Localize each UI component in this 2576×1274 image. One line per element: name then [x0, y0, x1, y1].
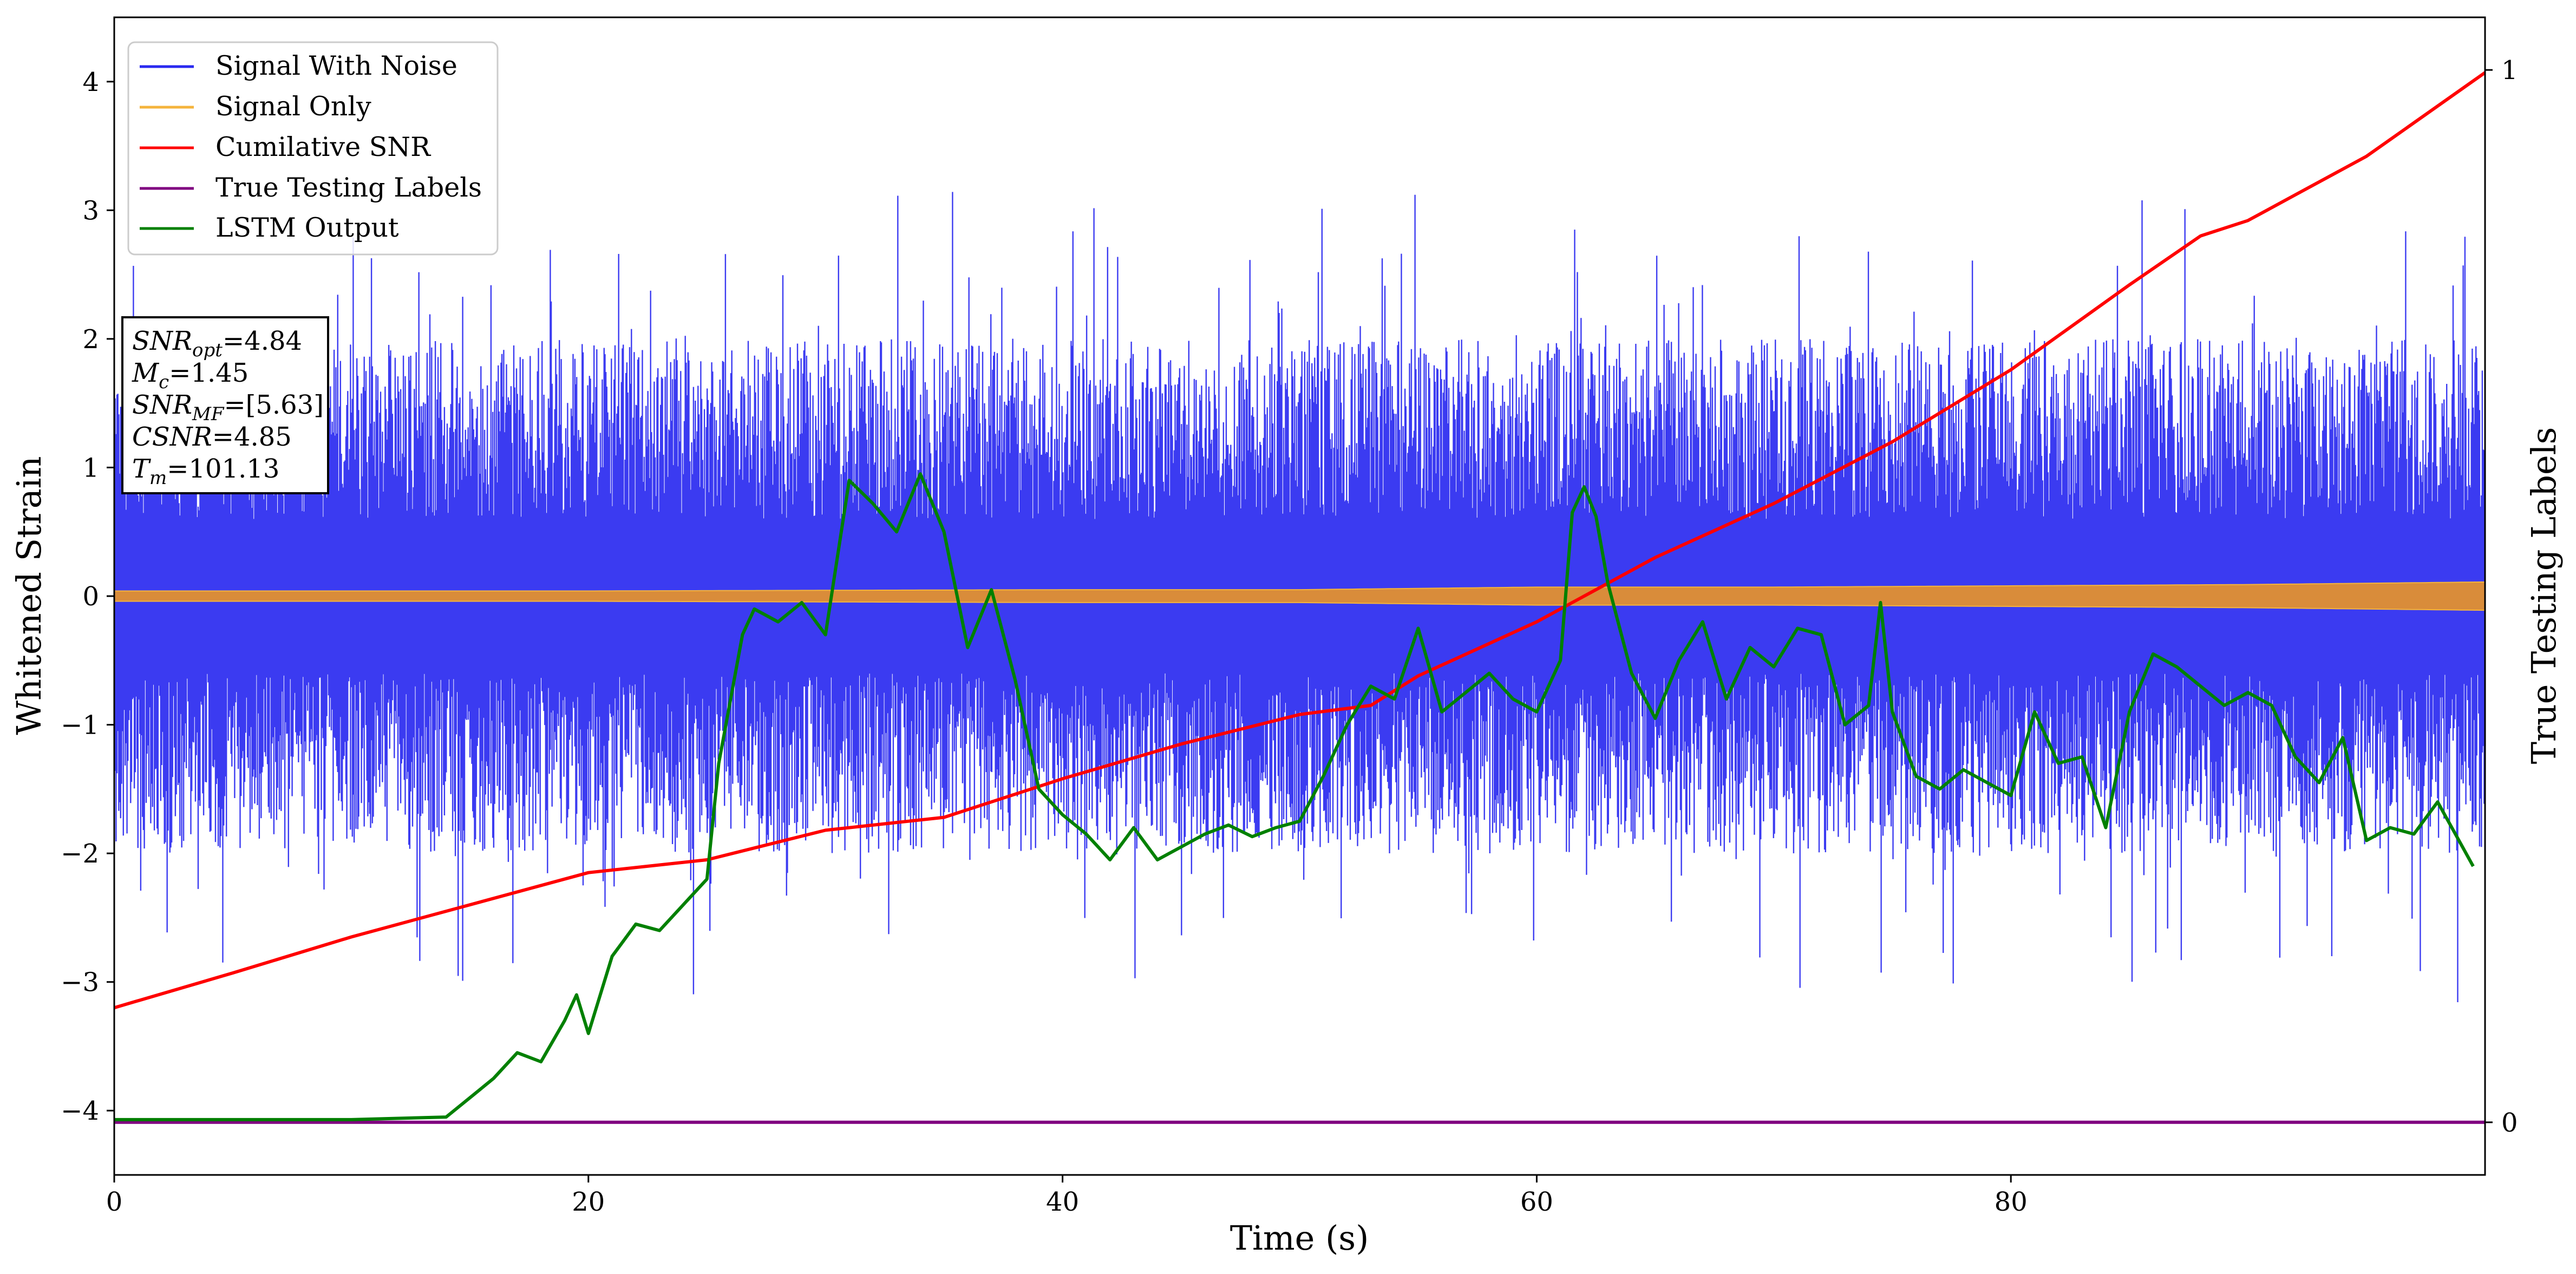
info-merger-time-main: T: [132, 454, 151, 484]
info-chirp-mass: Mc=1.45: [132, 358, 249, 393]
right-tick-label: 1: [2501, 55, 2518, 86]
right-tick-label: 0: [2501, 1108, 2518, 1138]
info-snr-mf-value: =[5.63]: [224, 390, 324, 420]
x-tick-label: 0: [106, 1187, 123, 1217]
y-tick-label: −3: [61, 968, 99, 998]
info-snr-opt-main: SNR: [132, 326, 192, 356]
info-snr-mf-main: SNR: [132, 390, 192, 420]
y-tick-label: −2: [61, 839, 99, 869]
legend-box: [127, 41, 499, 256]
x-tick-label: 20: [572, 1187, 605, 1217]
legend-label-signal-with-noise: Signal With Noise: [215, 50, 457, 81]
y-tick-label: 2: [82, 324, 99, 355]
legend-label-true-testing-labels: True Testing Labels: [215, 172, 482, 203]
legend-label-cumilative-snr: Cumilative SNR: [215, 132, 431, 162]
info-chirp-mass-main: M: [132, 358, 160, 388]
legend-label-signal-only: Signal Only: [215, 91, 371, 122]
y-axis-ticks: 4 3 2 1 0 −1 −2 −3 −4: [61, 67, 114, 1126]
info-snr-opt-value: =4.84: [223, 326, 302, 356]
right-axis-ticks: 10: [2485, 55, 2518, 1138]
info-box: SNRopt=4.84 Mc=1.45 SNRMF=[5.63] CSNR=4.…: [121, 316, 329, 494]
info-chirp-mass-sub: c: [159, 371, 169, 393]
cumilative-snr-line: [114, 71, 2486, 1010]
info-csnr-main: CSNR: [132, 422, 212, 452]
y-tick-label: 1: [82, 453, 99, 483]
y-tick-label: 3: [82, 195, 99, 226]
y-axis-label: Whitened Strain: [9, 456, 49, 735]
lstm-output-line: [114, 472, 2475, 1121]
y-tick-label: −1: [61, 710, 99, 741]
x-axis-ticks: 0 20 40 60 80: [106, 1175, 2028, 1217]
x-tick-label: 80: [1995, 1187, 2028, 1217]
x-axis-label: Time (s): [1230, 1218, 1369, 1258]
info-merger-time-value: =101.13: [167, 454, 279, 484]
info-csnr-value: =4.85: [212, 422, 292, 452]
info-snr-mf: SNRMF=[5.63]: [132, 390, 324, 425]
legend-label-lstm-output: LSTM Output: [215, 212, 399, 243]
info-box-frame: [121, 316, 329, 494]
cumilative-snr-series: [114, 71, 2486, 1010]
info-merger-time: Tm=101.13: [132, 454, 279, 489]
y-tick-label: 0: [82, 582, 99, 612]
info-merger-time-sub: m: [149, 467, 167, 489]
info-chirp-mass-value: =1.45: [169, 358, 249, 388]
x-tick-label: 40: [1046, 1187, 1079, 1217]
right-axis-label: True Testing Labels: [2524, 427, 2564, 765]
info-snr-mf-sub: MF: [192, 403, 225, 425]
info-csnr: CSNR=4.85: [132, 422, 292, 452]
info-snr-opt: SNRopt=4.84: [132, 326, 302, 361]
info-snr-opt-sub: opt: [192, 339, 223, 361]
legend: Signal With Noise Signal Only Cumilative…: [127, 41, 499, 256]
y-tick-label: 4: [82, 67, 99, 97]
x-tick-label: 60: [1520, 1187, 1553, 1217]
y-tick-label: −4: [61, 1096, 99, 1126]
lstm-output-series: [114, 472, 2475, 1121]
